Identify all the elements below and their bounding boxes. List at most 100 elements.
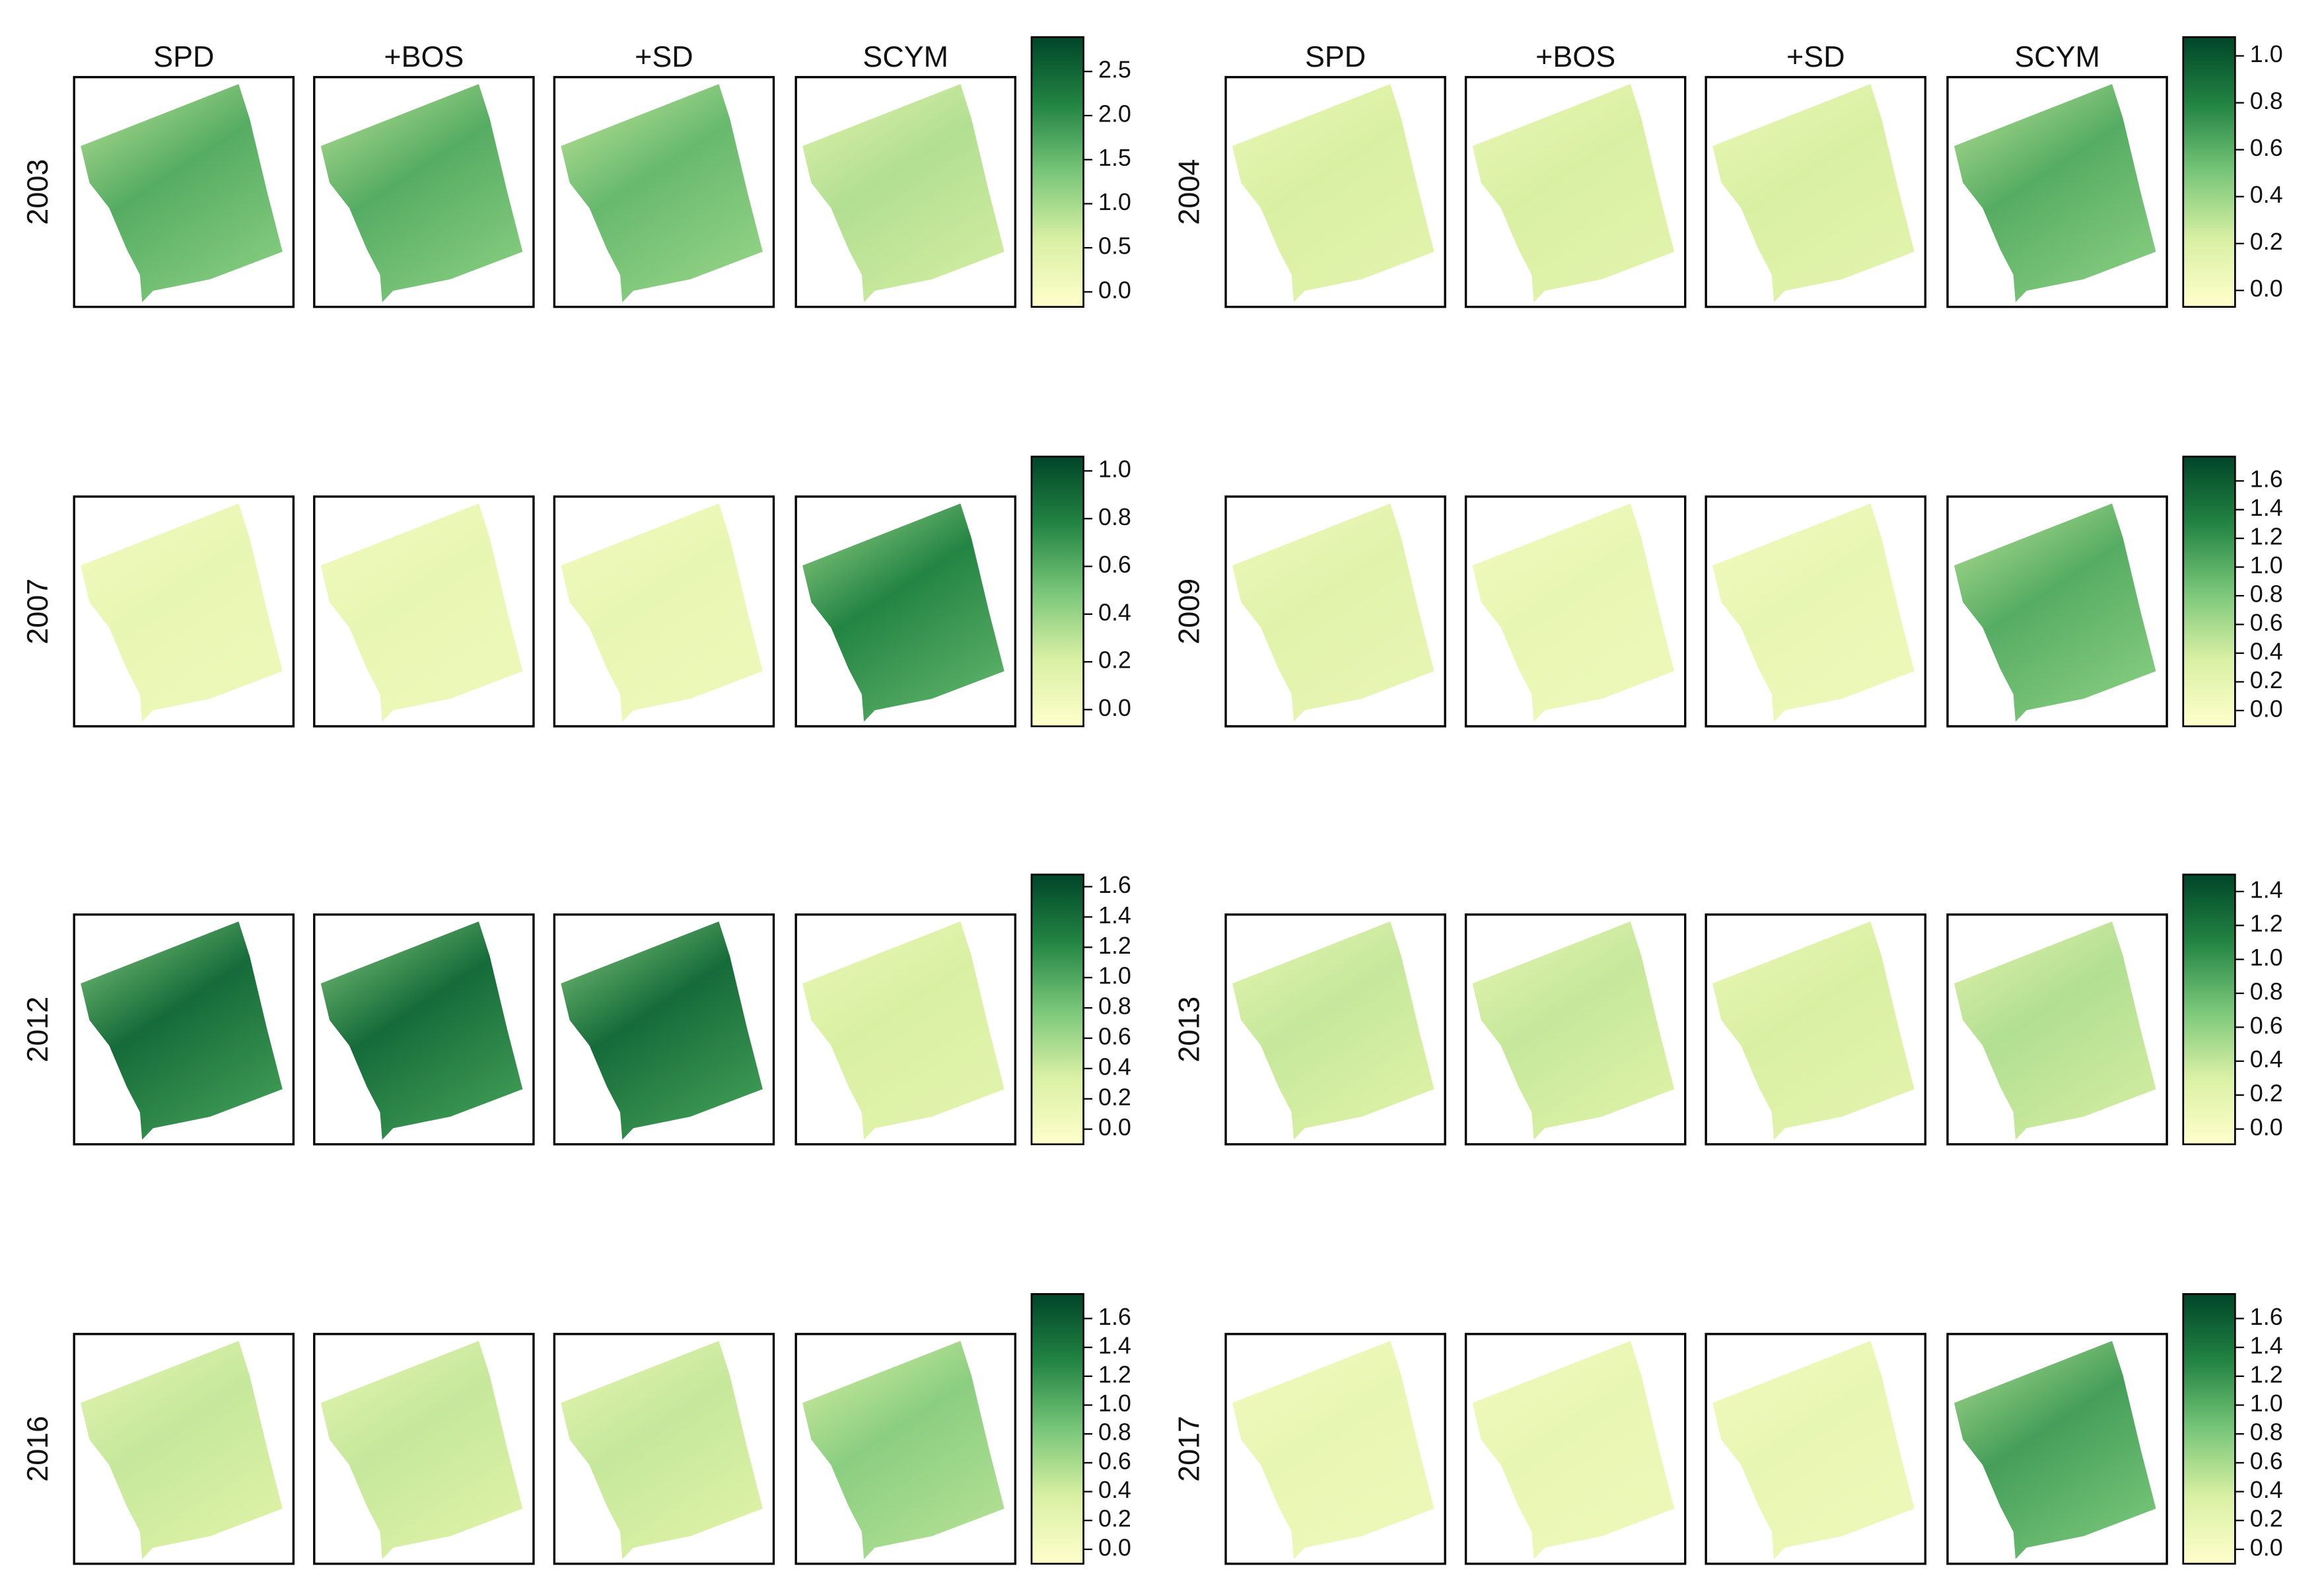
colorbar [2182, 1292, 2236, 1565]
field-map [320, 921, 523, 1140]
colorbar-tick-label: 0.6 [2250, 135, 2283, 161]
colorbar-tick-label: 0.0 [1098, 1114, 1131, 1141]
colorbar-tick-label: 0.4 [1098, 1477, 1131, 1503]
colorbar-tick-label: 0.6 [1098, 1024, 1131, 1050]
field-map [1472, 84, 1675, 302]
colorbar-tick-label: 0.4 [2250, 1477, 2283, 1503]
colorbar-tick-label: 0.4 [2250, 1046, 2283, 1073]
field-map [1232, 921, 1434, 1140]
colorbar-tick-label: 0.4 [1098, 599, 1131, 625]
field-map [802, 1341, 1004, 1559]
colorbar-tick-label: 0.0 [1098, 277, 1131, 303]
colorbar-tick-label: 0.8 [2250, 88, 2283, 114]
colorbar-tick-label: 0.8 [1098, 1419, 1131, 1446]
column-header: +SD [1786, 40, 1845, 73]
colorbar-tick-label: 0.8 [2250, 978, 2283, 1005]
colorbar-tick-label: 0.6 [2250, 1012, 2283, 1039]
colorbar-tick-label: 0.0 [2250, 1534, 2283, 1561]
colorbar-tick-label: 0.6 [2250, 610, 2283, 636]
column-header: +BOS [384, 40, 464, 73]
colorbar-tick-label: 1.4 [2250, 495, 2283, 521]
colorbar-tick-label: 0.2 [2250, 229, 2283, 255]
field-map [81, 921, 283, 1140]
colorbar-tick-label: 1.2 [2250, 524, 2283, 550]
field-map [1712, 84, 1915, 302]
field-map [1472, 1341, 1675, 1559]
field-map [81, 1341, 283, 1559]
colorbar-tick-label: 0.6 [2250, 1448, 2283, 1474]
colorbar-tick-label: 0.4 [1098, 1053, 1131, 1080]
colorbar-tick-label: 1.4 [1098, 902, 1131, 929]
colorbar-tick-label: 1.2 [1098, 1361, 1131, 1388]
colorbar-tick-label: 0.6 [1098, 551, 1131, 578]
colorbar-tick-label: 1.6 [1098, 1304, 1131, 1330]
field-map [1712, 921, 1915, 1140]
year-label: 2007 [20, 579, 54, 645]
colorbar-tick-label: 1.2 [2250, 911, 2283, 937]
colorbar-tick-label: 0.4 [2250, 638, 2283, 664]
year-label: 2004 [1172, 159, 1206, 225]
colorbar [1030, 1292, 1084, 1565]
field-map [81, 503, 283, 722]
field-map [1954, 921, 2156, 1140]
column-header: +BOS [1535, 40, 1615, 73]
colorbar-tick-label: 1.6 [2250, 466, 2283, 493]
field-map [1954, 503, 2156, 722]
column-header: +SD [635, 40, 693, 73]
colorbar-tick-label: 1.5 [1098, 145, 1131, 171]
field-map [561, 921, 763, 1140]
year-label: 2009 [1172, 579, 1206, 645]
year-label: 2012 [20, 997, 54, 1063]
year-label: 2017 [1172, 1416, 1206, 1482]
colorbar-tick-label: 1.0 [2250, 41, 2283, 67]
colorbar-tick-label: 1.0 [1098, 456, 1131, 482]
colorbar [2182, 36, 2236, 308]
colorbar-tick-label: 0.0 [2250, 275, 2283, 302]
colorbar-tick-label: 1.0 [1098, 1390, 1131, 1417]
column-header: SCYM [863, 40, 948, 73]
field-map [81, 84, 283, 302]
colorbar-tick-label: 0.2 [2250, 1506, 2283, 1532]
colorbar-tick-label: 2.5 [1098, 57, 1131, 83]
field-map [1232, 84, 1434, 302]
colorbar-tick-label: 0.0 [1098, 695, 1131, 721]
colorbar-tick-label: 1.6 [1098, 872, 1131, 898]
colorbar-tick-label: 0.4 [2250, 182, 2283, 208]
field-map [561, 1341, 763, 1559]
field-map [1712, 1341, 1915, 1559]
field-map [802, 921, 1004, 1140]
colorbar-tick-label: 1.2 [2250, 1361, 2283, 1388]
colorbar-tick-label: 0.0 [2250, 1114, 2283, 1141]
colorbar-tick-label: 0.2 [2250, 1080, 2283, 1107]
colorbar-tick-label: 0.8 [1098, 504, 1131, 530]
colorbar-tick-label: 0.8 [2250, 581, 2283, 608]
colorbar-tick-label: 0.6 [1098, 1448, 1131, 1474]
field-map [1954, 84, 2156, 302]
field-map [561, 84, 763, 302]
colorbar-tick-label: 2.0 [1098, 100, 1131, 127]
colorbar-tick-label: 1.0 [2250, 1390, 2283, 1417]
colorbar-tick-label: 1.4 [1098, 1333, 1131, 1359]
year-label: 2016 [20, 1416, 54, 1482]
year-label: 2003 [20, 159, 54, 225]
field-map [1712, 503, 1915, 722]
field-map [320, 84, 523, 302]
colorbar [1030, 873, 1084, 1145]
colorbar [2182, 873, 2236, 1145]
colorbar-tick-label: 1.2 [1098, 933, 1131, 959]
colorbar-tick-label: 1.0 [1098, 189, 1131, 215]
field-map [1472, 921, 1675, 1140]
field-map [561, 503, 763, 722]
colorbar-tick-label: 0.0 [2250, 695, 2283, 722]
field-map [1232, 1341, 1434, 1559]
colorbar-tick-label: 0.2 [1098, 1506, 1131, 1532]
field-map [1954, 1341, 2156, 1559]
colorbar [1030, 455, 1084, 728]
column-header: SPD [153, 40, 214, 73]
colorbar-tick-label: 1.4 [2250, 1333, 2283, 1359]
colorbar-tick-label: 0.8 [2250, 1419, 2283, 1446]
field-map [802, 503, 1004, 722]
colorbar-tick-label: 0.2 [2250, 667, 2283, 693]
